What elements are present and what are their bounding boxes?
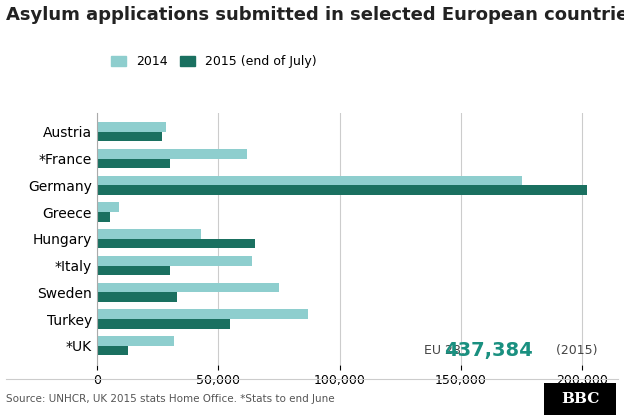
Bar [97, 266, 170, 275]
Bar [97, 283, 279, 292]
Bar [97, 185, 587, 195]
Text: Source: UNHCR, UK 2015 stats Home Office. *Stats to end June: Source: UNHCR, UK 2015 stats Home Office… [6, 394, 335, 404]
Bar [97, 212, 110, 222]
Text: BBC: BBC [561, 392, 599, 406]
Bar [97, 239, 255, 248]
Bar [97, 159, 170, 168]
Text: EU 28:: EU 28: [424, 344, 469, 357]
Text: (2015): (2015) [552, 344, 598, 357]
Bar [97, 122, 166, 132]
Bar [97, 229, 201, 239]
Bar [97, 336, 175, 346]
Bar [97, 149, 247, 159]
Bar [97, 319, 230, 328]
Bar [97, 310, 308, 319]
Text: Asylum applications submitted in selected European countries: Asylum applications submitted in selecte… [6, 6, 624, 24]
Bar [97, 132, 162, 142]
Legend: 2014, 2015 (end of July): 2014, 2015 (end of July) [106, 50, 322, 73]
Bar [97, 346, 129, 355]
Bar [97, 292, 177, 302]
Bar [97, 176, 522, 185]
Bar [97, 256, 252, 266]
Bar [97, 202, 119, 212]
Text: 437,384: 437,384 [444, 341, 533, 360]
